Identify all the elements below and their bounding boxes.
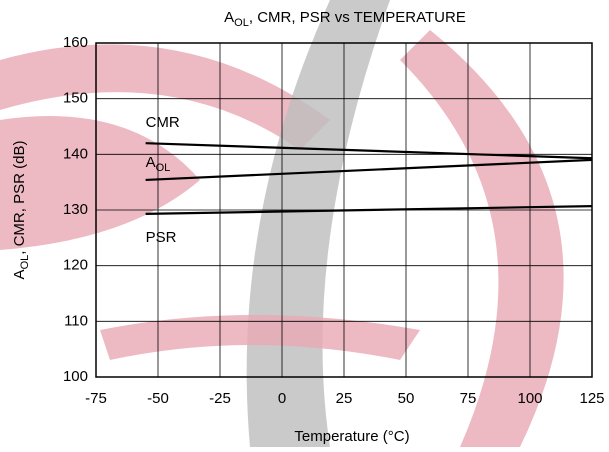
x-axis-label: Temperature (°C) (294, 428, 409, 445)
x-tick-label: 125 (579, 390, 604, 407)
series-line (145, 142, 593, 160)
x-tick-label: 0 (278, 390, 286, 407)
y-tick-label: 130 (63, 201, 88, 218)
x-tick-label: -50 (147, 390, 169, 407)
x-tick-label: -25 (209, 390, 231, 407)
x-tick-label: 25 (336, 390, 353, 407)
y-tick-label: 150 (63, 90, 88, 107)
series-label: AOL (146, 154, 171, 174)
y-axis-label: AOL, CMR, PSR (dB) (11, 141, 31, 280)
x-tick-label: 50 (398, 390, 415, 407)
y-tick-label: 140 (63, 145, 88, 162)
x-tick-label: 100 (517, 390, 542, 407)
watermark (0, 0, 564, 447)
series-label: CMR (146, 114, 180, 131)
y-tick-label: 120 (63, 257, 88, 274)
y-tick-label: 100 (63, 368, 88, 385)
y-tick-label: 110 (64, 312, 88, 329)
chart-title: AOL, CMR, PSR vs TEMPERATURE (224, 9, 466, 29)
series-line (145, 205, 593, 215)
series-label: PSR (146, 229, 177, 246)
x-tick-label: -75 (85, 390, 107, 407)
y-tick-label: 160 (63, 34, 88, 51)
x-tick-label: 75 (460, 390, 477, 407)
series-line (145, 158, 593, 182)
